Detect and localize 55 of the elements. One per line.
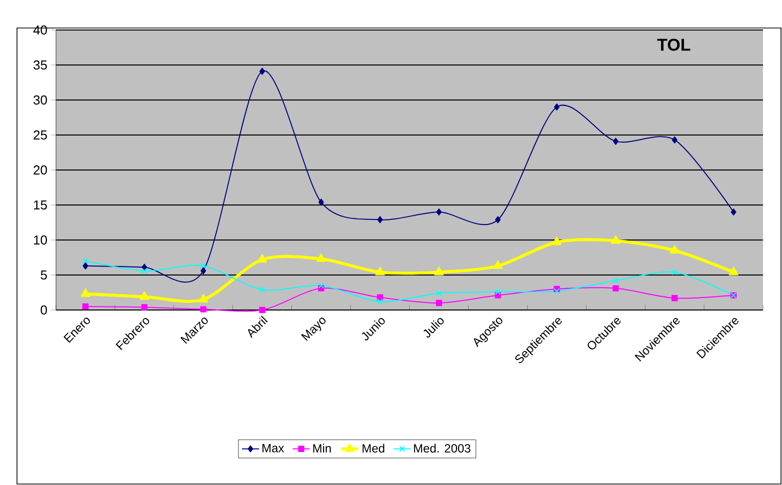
- y-tick-label: 35: [34, 60, 47, 70]
- point: [200, 267, 206, 274]
- point: [554, 288, 560, 294]
- point: [259, 68, 265, 75]
- point: [80, 288, 90, 297]
- x-tick-label: Julio: [424, 318, 444, 338]
- legend-label: Med. 2003: [414, 444, 470, 453]
- point: [612, 285, 619, 292]
- point: [672, 295, 678, 302]
- point: [672, 269, 678, 276]
- legend-label: Max: [262, 444, 284, 452]
- y-tick-label: 30: [34, 95, 47, 105]
- point: [82, 303, 89, 310]
- legend-label: Min: [313, 444, 331, 452]
- legend-label: Med: [362, 444, 384, 453]
- point: [554, 103, 560, 110]
- point: [495, 216, 501, 224]
- y-tick-label: 15: [34, 200, 47, 210]
- point: [257, 254, 268, 263]
- point: [436, 208, 442, 216]
- y-tick-label: 5: [40, 270, 47, 280]
- point: [318, 282, 324, 288]
- point: [259, 306, 266, 314]
- point: [728, 266, 738, 276]
- point: [141, 268, 148, 274]
- point: [377, 216, 383, 224]
- point: [82, 262, 88, 270]
- point: [318, 198, 324, 206]
- point: [552, 236, 562, 246]
- point: [259, 286, 266, 293]
- point: [140, 291, 150, 300]
- point: [436, 300, 442, 306]
- point: [670, 245, 680, 254]
- point: [377, 298, 384, 305]
- point: [494, 288, 501, 295]
- point: [375, 266, 385, 276]
- y-tick-label: 20: [34, 165, 47, 175]
- point: [198, 294, 208, 302]
- point: [610, 235, 621, 244]
- point: [612, 138, 618, 145]
- point: [82, 258, 88, 264]
- y-tick-label: 0: [40, 305, 47, 315]
- chart-title: TOL: [657, 38, 690, 51]
- point: [141, 304, 148, 310]
- point: [493, 260, 503, 269]
- y-tick-label: 10: [34, 235, 47, 245]
- point: [200, 306, 206, 312]
- point: [200, 262, 206, 269]
- point: [612, 278, 619, 284]
- point: [434, 266, 444, 276]
- point: [672, 136, 678, 144]
- point: [730, 208, 736, 216]
- point: [436, 290, 442, 296]
- y-tick-label: 25: [34, 130, 47, 140]
- point: [316, 253, 326, 262]
